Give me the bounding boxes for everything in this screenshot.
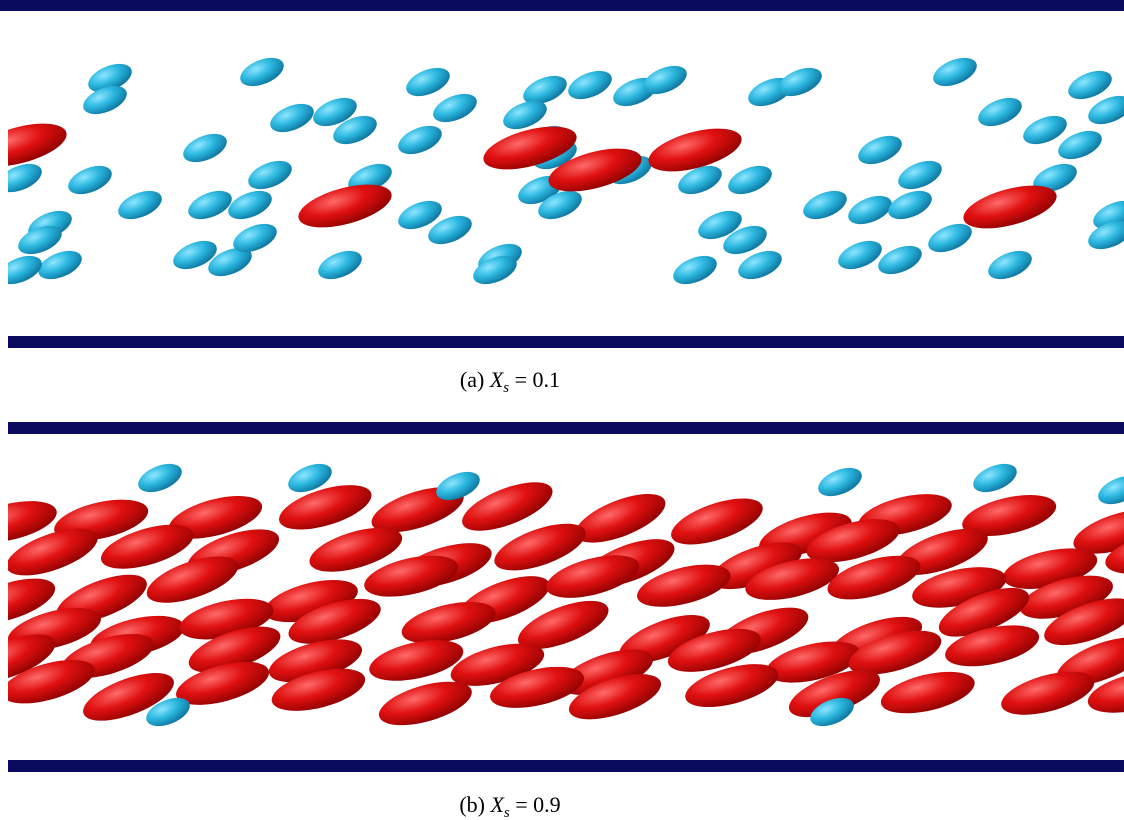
blue-particle xyxy=(669,250,721,289)
blue-particle xyxy=(799,185,851,224)
blue-particle xyxy=(429,88,481,127)
blue-particle xyxy=(0,250,46,289)
caption-label: (b) xyxy=(459,792,485,817)
caption-label: (a) xyxy=(460,367,484,392)
blue-particle xyxy=(874,240,926,279)
wall xyxy=(0,0,1124,11)
caption-relation: = 0.9 xyxy=(515,792,560,817)
blue-particle xyxy=(884,185,936,224)
blue-particle xyxy=(814,462,866,501)
red-particle xyxy=(666,489,768,554)
blue-particle xyxy=(134,458,186,497)
blue-particle xyxy=(929,52,981,91)
figure: (a) Xs = 0.1 (b) Xs = 0.9 xyxy=(0,0,1124,820)
blue-particle xyxy=(266,98,318,137)
wall xyxy=(8,422,1124,434)
blue-particle xyxy=(394,120,446,159)
blue-particle xyxy=(402,62,454,101)
blue-particle xyxy=(724,160,776,199)
wall xyxy=(8,760,1124,772)
blue-particle xyxy=(984,245,1036,284)
blue-particle xyxy=(236,52,288,91)
blue-particle xyxy=(894,155,946,194)
page: {"figures": [ {"label": "(a)", "symbol":… xyxy=(0,0,1124,820)
red-particle xyxy=(877,664,979,721)
blue-particle xyxy=(564,65,616,104)
blue-particle xyxy=(314,245,366,284)
caption: (a) Xs = 0.1 xyxy=(460,367,560,397)
blue-particle xyxy=(974,92,1026,131)
caption-relation: = 0.1 xyxy=(515,367,560,392)
blue-particle xyxy=(854,130,906,169)
caption-subscript: s xyxy=(503,380,509,396)
blue-particle xyxy=(224,185,276,224)
caption-subscript: s xyxy=(504,805,510,820)
blue-particle xyxy=(114,185,166,224)
blue-particle xyxy=(844,190,896,229)
blue-particle xyxy=(184,185,236,224)
blue-particle xyxy=(64,160,116,199)
panel-a xyxy=(0,52,1124,289)
blue-particle xyxy=(0,158,46,197)
blue-particle xyxy=(1094,470,1124,509)
blue-particle xyxy=(969,458,1021,497)
panel-b xyxy=(0,458,1124,734)
blue-particle xyxy=(244,155,296,194)
caption: (b) Xs = 0.9 xyxy=(459,792,560,820)
blue-particle xyxy=(834,235,886,274)
blue-particle xyxy=(179,128,231,167)
wall xyxy=(8,336,1124,348)
